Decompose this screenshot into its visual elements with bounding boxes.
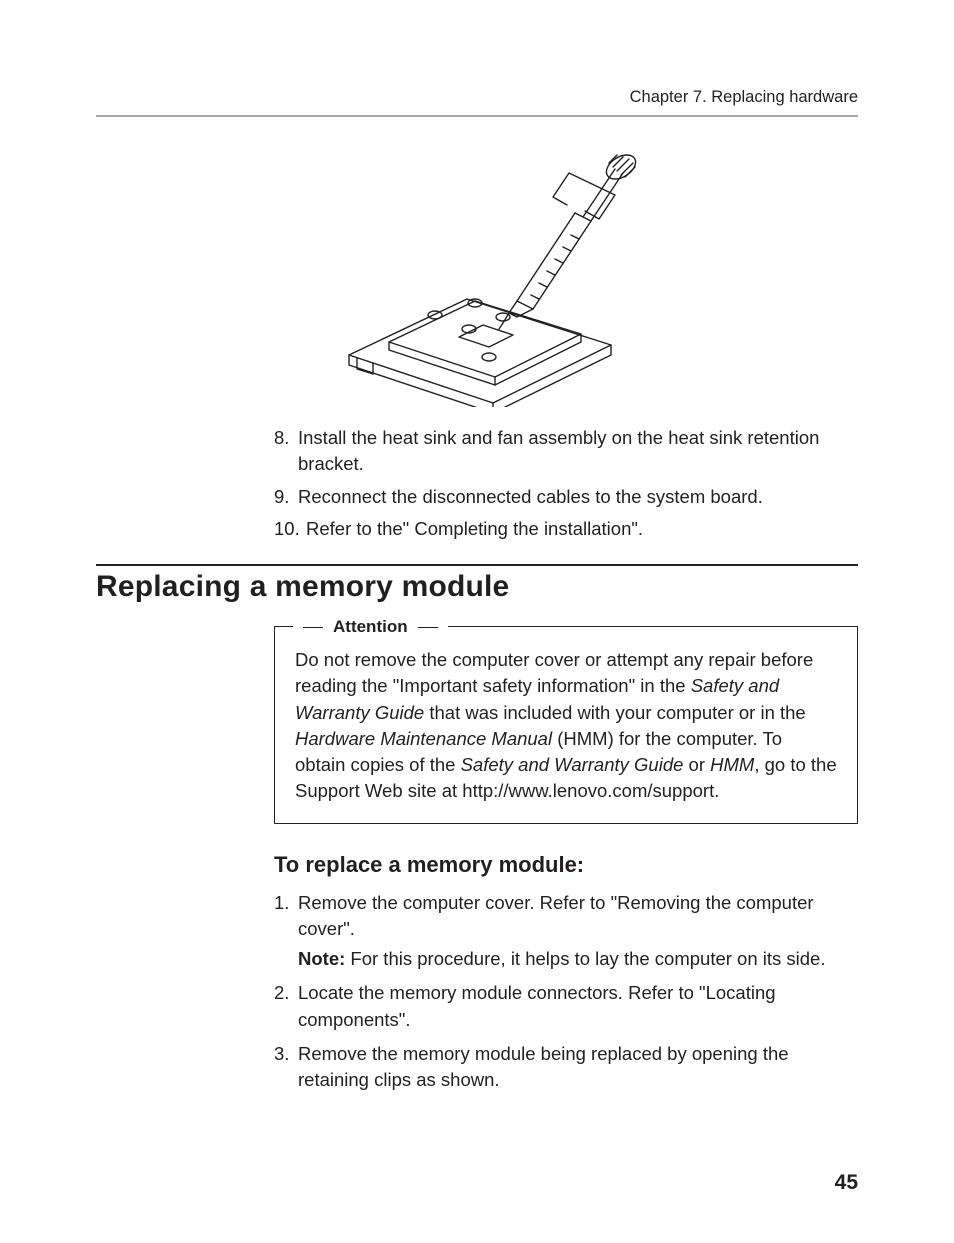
continued-steps-block: 8. Install the heat sink and fan assembl… bbox=[274, 425, 858, 542]
step-8: 8. Install the heat sink and fan assembl… bbox=[274, 425, 858, 478]
sub-heading: To replace a memory module: bbox=[274, 852, 858, 878]
note-text: For this procedure, it helps to lay the … bbox=[345, 948, 825, 969]
legend-dash-left bbox=[303, 627, 323, 628]
step-10: 10. Refer to the" Completing the install… bbox=[274, 516, 858, 542]
attention-italic: Hardware Maintenance Manual bbox=[295, 728, 552, 749]
step-number: 2. bbox=[274, 980, 289, 1006]
thermal-grease-figure bbox=[317, 145, 637, 407]
figure-container bbox=[96, 145, 858, 407]
attention-box: Attention Do not remove the computer cov… bbox=[274, 626, 858, 824]
step-number: 10. bbox=[274, 516, 300, 542]
step-text: Reconnect the disconnected cables to the… bbox=[298, 486, 763, 507]
step-number: 1. bbox=[274, 890, 289, 916]
attention-italic: Safety and Warranty Guide bbox=[461, 754, 684, 775]
step-9: 9. Reconnect the disconnected cables to … bbox=[274, 484, 858, 510]
page-number: 45 bbox=[835, 1171, 858, 1195]
note-label: Note: bbox=[298, 948, 345, 969]
procedure-block: To replace a memory module: 1. Remove th… bbox=[274, 852, 858, 1094]
step-text: Remove the computer cover. Refer to "Rem… bbox=[298, 892, 814, 939]
legend-dash-right bbox=[418, 627, 438, 628]
section-rule bbox=[96, 564, 858, 566]
step-text: Install the heat sink and fan assembly o… bbox=[298, 427, 819, 474]
step-text: Locate the memory module connectors. Ref… bbox=[298, 982, 776, 1029]
continued-ordered-list: 8. Install the heat sink and fan assembl… bbox=[274, 425, 858, 542]
running-head: Chapter 7. Replacing hardware bbox=[96, 88, 858, 107]
step-number: 9. bbox=[274, 484, 289, 510]
proc-step-2: 2. Locate the memory module connectors. … bbox=[274, 980, 858, 1033]
attention-label: Attention bbox=[333, 615, 408, 639]
step-text: Remove the memory module being replaced … bbox=[298, 1043, 789, 1090]
attention-text: Do not remove the computer cover or atte… bbox=[295, 647, 837, 805]
page: Chapter 7. Replacing hardware bbox=[0, 0, 954, 1243]
section-heading: Replacing a memory module bbox=[96, 570, 858, 604]
step-text: Refer to the" Completing the installatio… bbox=[306, 518, 643, 539]
attention-legend: Attention bbox=[293, 615, 448, 639]
step-number: 8. bbox=[274, 425, 289, 451]
step-number: 3. bbox=[274, 1041, 289, 1067]
step-note: Note: For this procedure, it helps to la… bbox=[298, 946, 858, 972]
attention-frag: or bbox=[683, 754, 710, 775]
attention-frag: that was included with your computer or … bbox=[424, 702, 806, 723]
proc-step-1: 1. Remove the computer cover. Refer to "… bbox=[274, 890, 858, 973]
proc-step-3: 3. Remove the memory module being replac… bbox=[274, 1041, 858, 1094]
attention-italic: HMM bbox=[710, 754, 754, 775]
header-rule bbox=[96, 115, 858, 117]
procedure-ordered-list: 1. Remove the computer cover. Refer to "… bbox=[274, 890, 858, 1094]
